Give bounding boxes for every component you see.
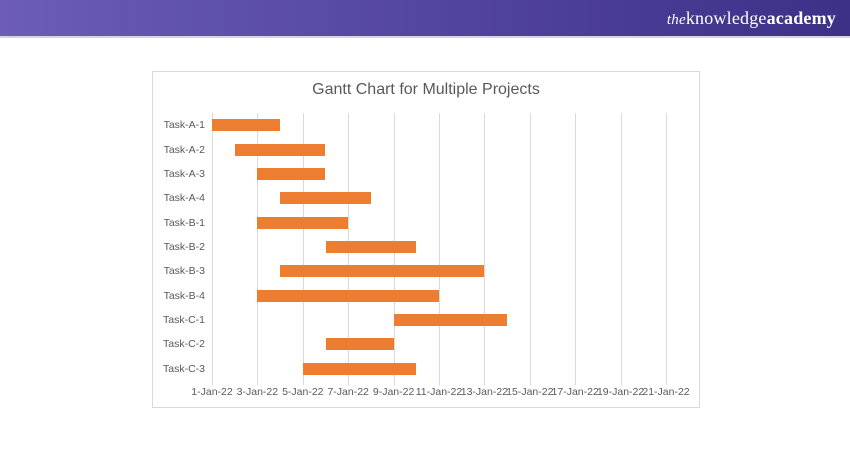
task-bar <box>234 143 326 156</box>
x-axis-label: 5-Jan-22 <box>282 386 324 398</box>
task-row-label: Task-B-1 <box>163 216 205 229</box>
x-axis-label: 21-Jan-22 <box>642 386 690 398</box>
task-bar <box>257 167 326 180</box>
gridline <box>529 113 531 385</box>
gridline <box>484 113 486 385</box>
brand-logo: theknowledgeacademy <box>667 8 836 29</box>
x-axis-label: 11-Jan-22 <box>415 386 463 398</box>
x-axis-label: 1-Jan-22 <box>191 386 233 398</box>
brand-logo-academy: academy <box>766 7 836 28</box>
task-bar <box>325 338 394 351</box>
task-row-label: Task-B-4 <box>163 289 205 302</box>
task-row-label: Task-A-2 <box>163 143 205 156</box>
brand-logo-the: the <box>666 11 686 28</box>
task-row-label: Task-A-1 <box>163 119 205 132</box>
gridline <box>666 113 667 385</box>
gridline <box>302 113 304 385</box>
task-row-label: Task-A-4 <box>163 192 205 205</box>
task-bar <box>257 216 349 229</box>
x-axis-label: 17-Jan-22 <box>551 386 599 398</box>
gridline <box>620 113 622 385</box>
page-header: theknowledgeacademy <box>0 0 850 38</box>
gridline <box>439 113 440 385</box>
task-row-label: Task-B-2 <box>163 241 205 253</box>
task-bar <box>393 314 508 327</box>
task-bar <box>302 362 417 375</box>
brand-logo-knowledge: knowledge <box>685 7 767 28</box>
task-row-label: Task-C-1 <box>162 314 205 327</box>
task-bar <box>212 119 281 132</box>
x-axis-label: 19-Jan-22 <box>596 386 645 398</box>
task-row-label: Task-A-3 <box>163 167 205 180</box>
x-axis-label: 15-Jan-22 <box>506 386 554 398</box>
task-bar <box>325 241 417 253</box>
chart-title: Gantt Chart for Multiple Projects <box>312 81 540 98</box>
task-bar <box>257 289 439 302</box>
gridline <box>212 113 213 385</box>
task-row-label: Task-C-2 <box>162 338 205 351</box>
task-row-label: Task-B-3 <box>163 265 205 278</box>
x-axis-label: 3-Jan-22 <box>236 386 279 398</box>
x-axis-label: 13-Jan-22 <box>460 386 509 398</box>
task-row-label: Task-C-3 <box>162 362 205 375</box>
task-bar <box>280 265 485 278</box>
gantt-chart: Gantt Chart for Multiple Projects 1-Jan-… <box>152 71 700 408</box>
gridline <box>257 113 259 385</box>
x-axis-label: 9-Jan-22 <box>372 386 415 398</box>
gridline <box>575 113 577 385</box>
x-axis-label: 7-Jan-22 <box>327 386 369 398</box>
task-bar <box>280 192 371 205</box>
